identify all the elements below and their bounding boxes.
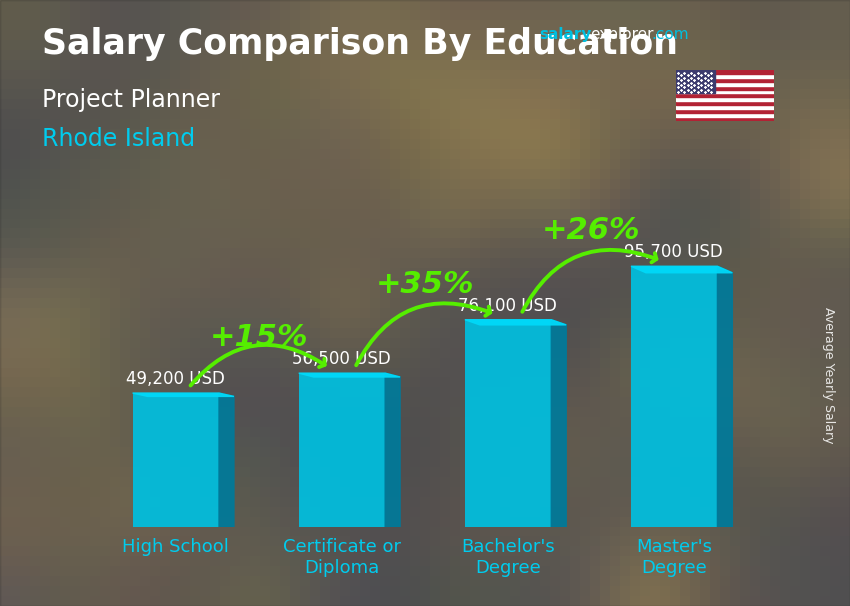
Text: 76,100 USD: 76,100 USD: [458, 297, 557, 315]
Polygon shape: [552, 320, 566, 527]
Polygon shape: [385, 373, 400, 527]
Text: Rhode Island: Rhode Island: [42, 127, 196, 152]
Bar: [676, 109, 774, 113]
Polygon shape: [717, 266, 733, 527]
Polygon shape: [465, 320, 566, 325]
Bar: [676, 90, 774, 93]
Bar: [676, 101, 774, 105]
Text: salary: salary: [540, 27, 592, 42]
Bar: [676, 78, 774, 82]
Text: .com: .com: [651, 27, 688, 42]
Bar: [676, 82, 774, 85]
Text: 56,500 USD: 56,500 USD: [292, 350, 391, 368]
Text: 49,200 USD: 49,200 USD: [126, 370, 225, 388]
Polygon shape: [298, 373, 400, 377]
Text: Average Yearly Salary: Average Yearly Salary: [822, 307, 836, 444]
Bar: [676, 93, 774, 98]
Text: explorer: explorer: [590, 27, 654, 42]
Bar: [676, 98, 774, 101]
Bar: [676, 113, 774, 117]
Polygon shape: [219, 393, 234, 527]
Bar: [298, 373, 385, 527]
Polygon shape: [631, 266, 733, 273]
Bar: [676, 70, 774, 74]
Text: Salary Comparison By Education: Salary Comparison By Education: [42, 27, 678, 61]
Bar: [676, 70, 715, 93]
Bar: [676, 117, 774, 121]
Text: +26%: +26%: [542, 216, 640, 245]
Bar: [465, 320, 552, 527]
Bar: [631, 266, 717, 527]
Text: +35%: +35%: [376, 270, 474, 299]
Bar: [676, 105, 774, 109]
Bar: [676, 85, 774, 90]
Polygon shape: [133, 393, 234, 396]
Bar: [676, 74, 774, 78]
Text: Project Planner: Project Planner: [42, 88, 220, 112]
Text: +15%: +15%: [210, 323, 308, 352]
Text: 95,700 USD: 95,700 USD: [625, 244, 723, 261]
Bar: [133, 393, 219, 527]
